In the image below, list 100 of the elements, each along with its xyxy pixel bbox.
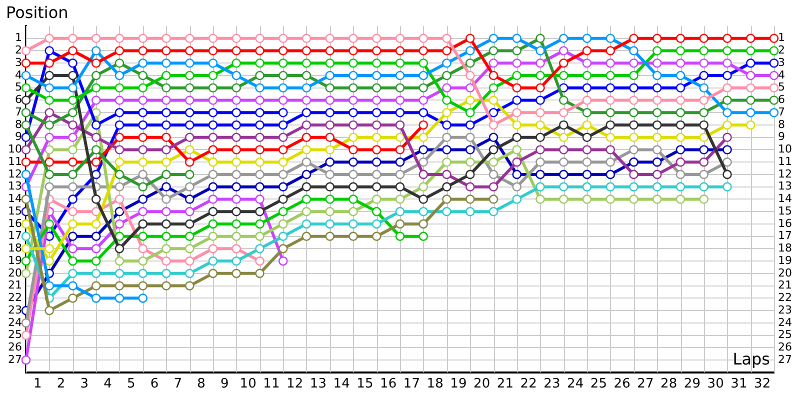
point [699,58,709,68]
point [208,46,218,56]
point [21,219,31,229]
point [302,194,312,204]
point [676,120,686,130]
point [232,194,242,204]
point [769,70,779,80]
point [488,120,498,130]
point [208,132,218,142]
point [512,108,522,118]
point [465,83,475,93]
point [162,219,171,229]
point [606,108,616,118]
point [418,58,428,68]
y2-tick-label: 17 [778,229,792,242]
point [302,170,312,180]
point [138,294,148,303]
point [536,170,545,180]
point [138,194,148,204]
point [558,46,568,56]
point [278,232,288,241]
point [114,219,124,229]
point [418,120,428,130]
point [769,46,779,56]
point [325,145,335,154]
y-tick-label: 19 [8,254,22,267]
point [418,194,428,204]
point [138,170,148,180]
point [488,182,498,192]
point [488,83,498,93]
point [442,108,452,118]
x-axis-title: Laps [732,350,770,369]
point [606,194,616,204]
point [184,170,194,180]
point [91,219,101,229]
point [465,96,475,105]
point [68,157,78,167]
point [208,108,218,118]
point [255,46,264,56]
point [442,194,452,204]
point [162,46,171,56]
point [606,120,616,130]
point [44,96,54,105]
point [138,70,148,80]
point [536,34,545,44]
point [44,170,54,180]
point [162,145,171,154]
point [255,58,264,68]
point [372,157,382,167]
x-tick-label: 13 [310,376,326,392]
point [138,108,148,118]
point [162,157,171,167]
point [184,83,194,93]
x-tick-label: 7 [174,376,182,392]
point [558,120,568,130]
point [676,194,686,204]
point [582,145,592,154]
point [114,120,124,130]
point [372,170,382,180]
point [302,108,312,118]
point [255,96,264,105]
point [676,157,686,167]
x-tick-label: 3 [80,376,89,392]
y-tick-label: 24 [8,316,22,329]
y2-tick-label: 22 [778,291,792,304]
point [232,120,242,130]
point [395,132,405,142]
point [278,145,288,154]
point [91,294,101,303]
y2-tick-label: 20 [778,266,792,280]
point [465,170,475,180]
point [348,157,358,167]
point [208,170,218,180]
point [91,58,101,68]
point [652,132,662,142]
point [746,120,756,130]
y-tick-label: 7 [14,105,22,118]
point [465,194,475,204]
point [465,46,475,56]
point [418,170,428,180]
point [348,145,358,154]
point [652,170,662,180]
point [372,96,382,105]
point [418,206,428,216]
point [652,194,662,204]
point [68,294,78,303]
point [44,182,54,192]
point [138,132,148,142]
point [348,70,358,80]
point [629,96,638,105]
point [255,70,264,80]
point [184,232,194,241]
x-tick-label: 24 [567,376,584,392]
x-tick-label: 11 [263,376,280,392]
point [582,157,592,167]
point [208,120,218,130]
point [68,132,78,142]
point [488,194,498,204]
point [114,206,124,216]
point [255,268,264,278]
